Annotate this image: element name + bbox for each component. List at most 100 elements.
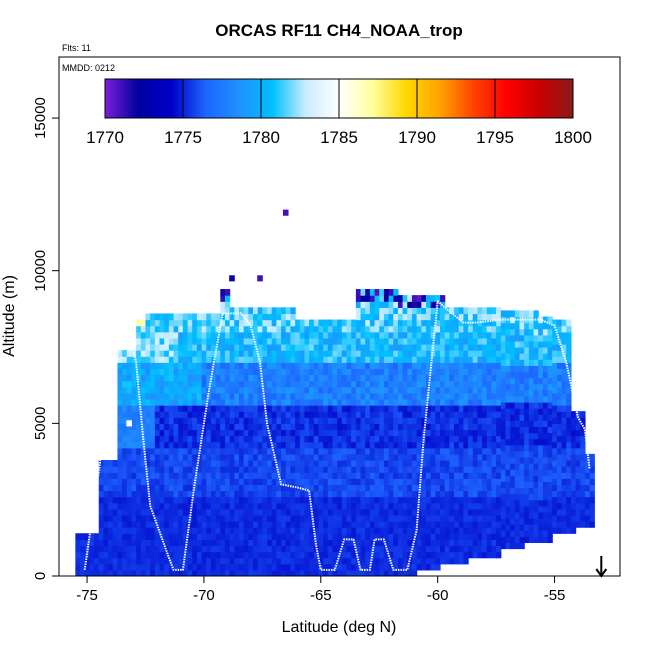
heatmap-cell (243, 484, 249, 492)
heatmap-cell (131, 508, 137, 516)
heatmap-cell (323, 527, 329, 534)
heatmap-cell (528, 444, 535, 452)
heatmap-cell (318, 557, 324, 565)
heatmap-cell (374, 508, 380, 516)
heatmap-cell (229, 514, 235, 522)
heatmap-cell (505, 322, 511, 330)
heatmap-cell (355, 459, 362, 467)
heatmap-cell (444, 459, 450, 467)
heatmap-cell (145, 441, 151, 449)
heatmap-cell (547, 536, 553, 544)
heatmap-cell (285, 521, 292, 528)
heatmap-cell (323, 545, 329, 553)
heatmap-cell (140, 563, 147, 571)
heatmap-cell (430, 508, 436, 516)
heatmap-cell (131, 466, 137, 473)
heatmap-cell (187, 447, 193, 455)
heatmap-cell (430, 539, 436, 547)
heatmap-cell (355, 539, 362, 547)
heatmap-cell (178, 429, 184, 437)
heatmap-cell (468, 307, 474, 315)
heatmap-cell (388, 301, 394, 308)
heatmap-cell (248, 331, 254, 339)
heatmap-cell (388, 435, 394, 443)
heatmap-cell (519, 536, 525, 544)
heatmap-cell (491, 331, 497, 339)
heatmap-cell (360, 466, 366, 473)
heatmap-cell (421, 459, 427, 467)
heatmap-cell (267, 533, 273, 540)
heatmap-cell (486, 527, 493, 534)
heatmap-cell (248, 374, 254, 382)
heatmap-cell (346, 423, 352, 431)
heatmap-cell (323, 459, 329, 467)
heatmap-cell (440, 417, 446, 424)
heatmap-cell (257, 380, 263, 388)
heatmap-cell (313, 380, 320, 388)
heatmap-cell (402, 496, 408, 504)
heatmap-cell (248, 441, 254, 449)
heatmap-cell (407, 527, 413, 534)
heatmap-cell (145, 453, 151, 461)
heatmap-cell (267, 356, 273, 363)
heatmap-cell (210, 563, 217, 571)
heatmap-cell (145, 502, 151, 510)
heatmap-cell (323, 356, 329, 363)
heatmap-cell (112, 508, 119, 516)
heatmap-cell (421, 301, 427, 308)
heatmap-cell (215, 466, 221, 473)
heatmap-cell (491, 539, 497, 547)
heatmap-cell (337, 392, 343, 400)
heatmap-cell (397, 502, 404, 510)
heatmap-cell (542, 469, 549, 476)
heatmap-cell (444, 508, 450, 516)
heatmap-cell (253, 368, 259, 376)
date-label: MMDD: 0212 (62, 63, 115, 73)
heatmap-cell (383, 374, 390, 382)
heatmap-cell (570, 423, 577, 431)
heatmap-cell (117, 557, 123, 565)
heatmap-cell (463, 313, 469, 321)
heatmap-cell (528, 505, 535, 513)
heatmap-cell (425, 301, 432, 308)
heatmap-cell (262, 545, 268, 553)
heatmap-cell (407, 551, 413, 559)
heatmap-cell (337, 472, 343, 479)
heatmap-cell (421, 447, 427, 455)
heatmap-cell (477, 411, 483, 418)
heatmap-cell (458, 356, 464, 363)
heatmap-cell (136, 374, 142, 382)
heatmap-cell (351, 435, 357, 443)
heatmap-cell (458, 484, 464, 492)
heatmap-cell (282, 209, 289, 216)
heatmap-cell (196, 350, 203, 357)
heatmap-cell (145, 496, 151, 504)
heatmap-cell (154, 356, 161, 363)
heatmap-cell (271, 514, 277, 522)
heatmap-cell (117, 423, 123, 431)
heatmap-cell (257, 551, 263, 559)
heatmap-cell (411, 337, 418, 345)
heatmap-cell (173, 392, 179, 400)
heatmap-cell (533, 444, 539, 452)
heatmap-cell (444, 386, 450, 394)
heatmap-cell (224, 557, 231, 565)
heatmap-cell (514, 359, 521, 366)
heatmap-cell (122, 441, 128, 449)
heatmap-cell (224, 563, 231, 571)
heatmap-cell (248, 325, 254, 333)
heatmap-cell (416, 411, 422, 418)
heatmap-cell (229, 319, 235, 327)
heatmap-cell (337, 484, 343, 492)
heatmap-cell (411, 350, 418, 357)
heatmap-cell (164, 459, 170, 467)
heatmap-cell (262, 478, 268, 486)
heatmap-cell (449, 514, 455, 522)
heatmap-cell (407, 533, 413, 540)
heatmap-cell (206, 563, 212, 571)
heatmap-cell (374, 307, 380, 315)
heatmap-cell (566, 343, 572, 351)
heatmap-cell (500, 469, 507, 476)
heatmap-cell (388, 441, 394, 449)
heatmap-cell (210, 490, 217, 498)
